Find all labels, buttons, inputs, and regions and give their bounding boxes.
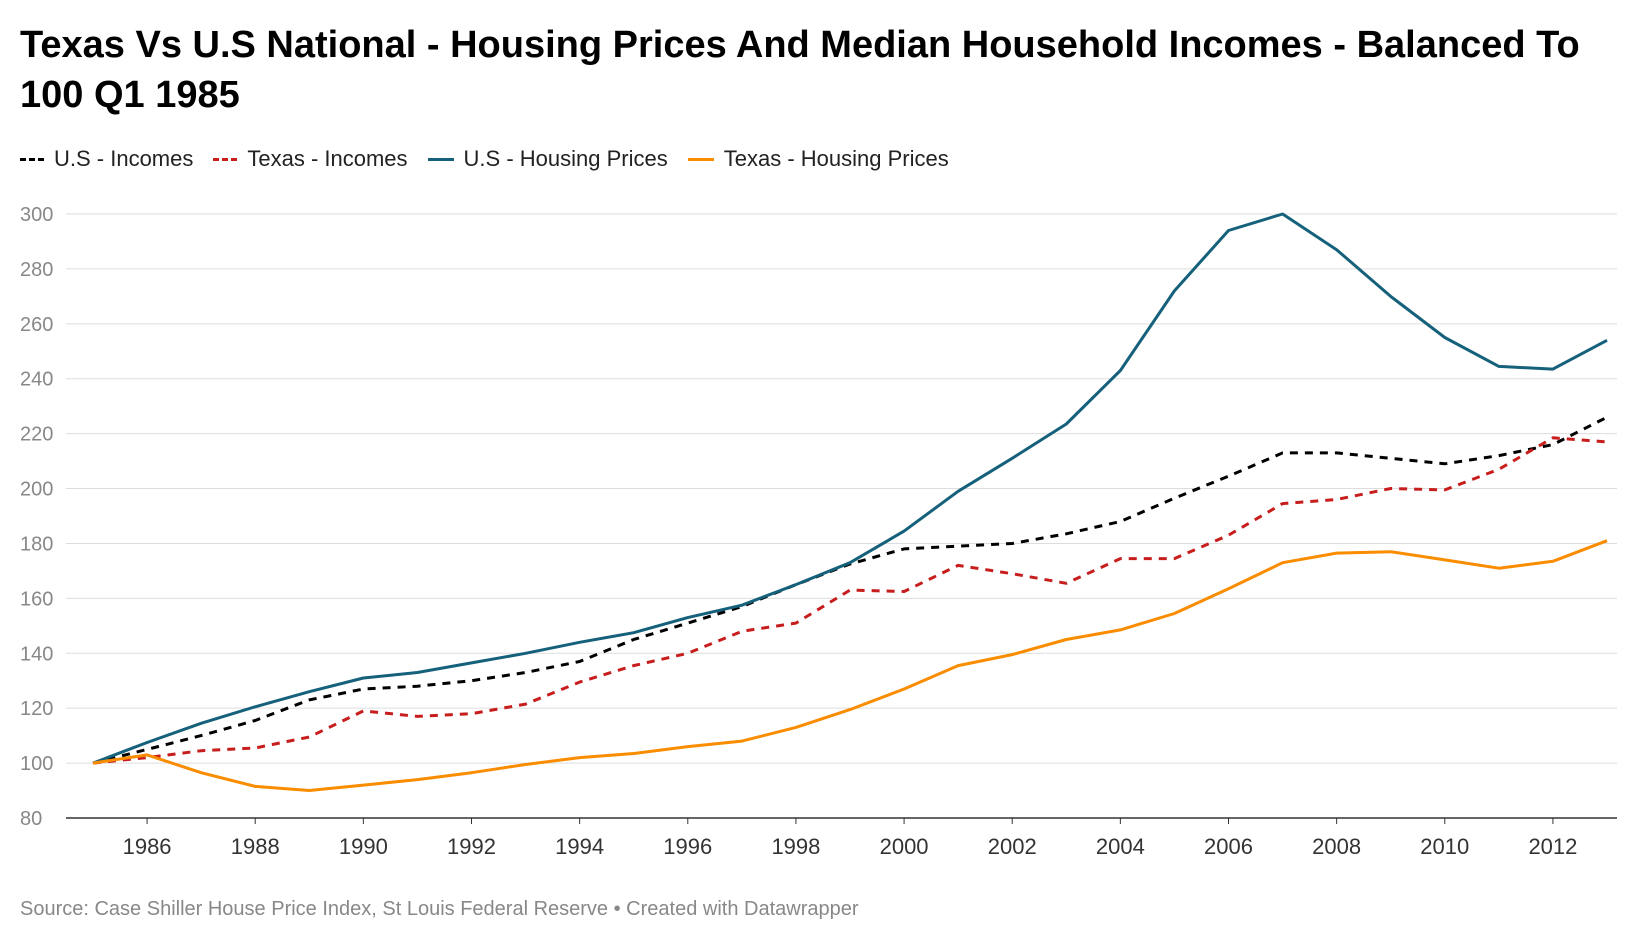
- legend-item-us-incomes: U.S - Incomes: [20, 146, 193, 172]
- y-tick-label: 200: [20, 479, 53, 501]
- x-tick-label: 1992: [447, 834, 496, 859]
- legend-label-us-housing: U.S - Housing Prices: [463, 146, 668, 171]
- y-tick-label: 260: [20, 314, 53, 336]
- x-tick-label: 1990: [339, 834, 388, 859]
- legend-item-us-housing: U.S - Housing Prices: [427, 146, 668, 172]
- series-lines: [92, 212, 1608, 792]
- x-tick-label: 1994: [555, 834, 604, 859]
- series-line-u-s-housing-prices: [92, 212, 1608, 765]
- y-tick-label: 220: [20, 424, 53, 446]
- x-tick-label: 2004: [1096, 834, 1145, 859]
- y-tick-label: 160: [20, 588, 53, 610]
- legend-swatch-us-incomes: [20, 157, 44, 161]
- legend-label-us-incomes: U.S - Incomes: [54, 146, 194, 171]
- y-tick-label: 300: [20, 204, 53, 226]
- gridlines: [66, 213, 1617, 819]
- series-line-u-s-incomes: [92, 415, 1608, 765]
- y-tick-label: 240: [20, 369, 53, 391]
- x-tick-label: 2012: [1528, 834, 1577, 859]
- x-tick-label: 2006: [1204, 834, 1253, 859]
- x-tick-label: 1988: [231, 834, 280, 859]
- chart-title: Texas Vs U.S National - Housing Prices A…: [20, 24, 1580, 116]
- line-chart: 80 100 120 140 160 180 200 220 240 260 280 300 1986…: [20, 204, 1617, 859]
- x-axis: 1986 1988 1990 1992 1994 1996 1998 2000 2002 2004…: [123, 818, 1577, 859]
- x-tick-label: 2008: [1312, 834, 1361, 859]
- legend-item-texas-incomes: Texas - Incomes: [213, 146, 408, 172]
- series-line-texas-incomes: [92, 436, 1608, 765]
- y-tick-label: 280: [20, 259, 53, 281]
- legend-label-texas-incomes: Texas - Incomes: [247, 146, 408, 171]
- source-note: Source: Case Shiller House Price Index, …: [20, 898, 859, 920]
- legend-label-texas-housing: Texas - Housing Prices: [723, 146, 949, 171]
- y-axis: 80 100 120 140 160 180 200 220 240 260 280 300: [20, 204, 53, 830]
- legend-swatch-texas-incomes: [213, 157, 238, 161]
- x-tick-label: 1986: [123, 834, 172, 859]
- x-tick-label: 2010: [1420, 834, 1469, 859]
- x-tick-label: 1996: [663, 834, 712, 859]
- x-tick-label: 1998: [771, 834, 820, 859]
- legend-swatch-us-housing: [427, 157, 454, 161]
- y-tick-label: 80: [20, 808, 42, 830]
- y-tick-label: 180: [20, 533, 53, 555]
- x-tick-label: 2000: [880, 834, 929, 859]
- y-tick-label: 120: [20, 698, 53, 720]
- legend-swatch-texas-housing: [687, 157, 714, 161]
- y-tick-label: 100: [20, 753, 53, 775]
- y-tick-label: 140: [20, 643, 53, 665]
- x-tick-label: 2002: [988, 834, 1037, 859]
- series-line-texas-housing-prices: [92, 539, 1608, 792]
- legend-item-texas-housing: Texas - Housing Prices: [687, 146, 949, 172]
- chart-legend: U.S - Incomes Texas - Incomes U.S - Hous…: [20, 146, 969, 172]
